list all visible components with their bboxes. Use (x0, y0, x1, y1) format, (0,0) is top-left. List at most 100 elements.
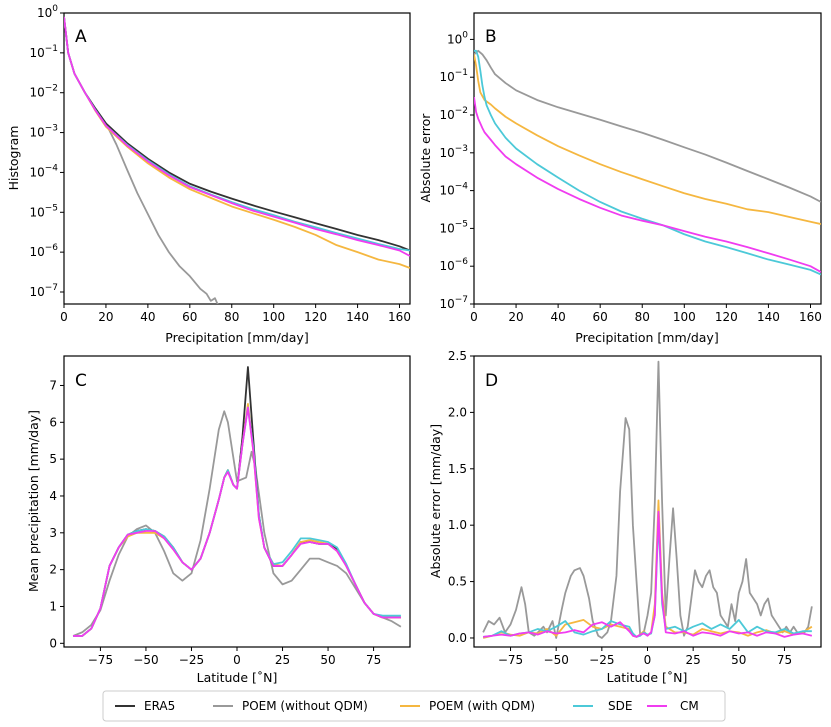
panel-d-xtick-label: −75 (498, 653, 523, 667)
panel-b-ytick-label: 10−1 (439, 68, 468, 84)
panel-c-ytick-label: 7 (49, 378, 57, 392)
panel-d-xtick-label: 25 (686, 653, 701, 667)
panel-c-ytick-label: 2 (49, 563, 57, 577)
panel-a-series-cm (64, 16, 410, 257)
panel-d-ylabel: Absolute error [mm/day] (428, 424, 443, 578)
panel-b-ytick-label: 10−7 (439, 295, 468, 311)
panel-c-ytick-label: 5 (49, 452, 57, 466)
panel-c-xlabel: Latitude [˚N] (197, 670, 278, 685)
panel-d-series-poem-without-qdm (482, 360, 813, 639)
panel-a-series-poem-without-qdm (64, 16, 219, 304)
panel-a-xtick-label: 100 (262, 310, 285, 324)
panel-d-xtick-label: −25 (589, 653, 614, 667)
panel-b-series-cm (474, 96, 821, 273)
panel-a-ytick-label: 10−4 (29, 163, 58, 179)
panel-c-ylabel: Mean precipitation [mm/day] (26, 410, 41, 592)
panel-b-xtick-label: 80 (635, 310, 650, 324)
panel-c-series-poem-without-qdm (72, 410, 402, 637)
legend-label-cm: CM (680, 699, 699, 713)
panel-a-xtick-label: 0 (60, 310, 68, 324)
panel-b-xtick-label: 120 (715, 310, 738, 324)
panel-b-ytick-label: 10−5 (439, 219, 468, 235)
panel-d-xtick-label: 50 (731, 653, 746, 667)
panel-d-xlabel: Latitude [˚N] (607, 670, 688, 685)
panel-a-xtick-label: 120 (304, 310, 327, 324)
panel-c-xtick-label: −25 (179, 653, 204, 667)
panel-c-xtick-label: −75 (88, 653, 113, 667)
panel-b-label: B (485, 27, 497, 47)
panel-d-ytick-label: 1.0 (448, 518, 467, 532)
panel-d-xtick-label: 0 (644, 653, 652, 667)
panel-c-series-sde (73, 406, 401, 637)
panel-b-ytick-label: 10−6 (439, 257, 468, 273)
panel-a-frame (63, 12, 411, 305)
panel-c-series-era5 (73, 366, 401, 637)
panel-a-xtick-label: 40 (140, 310, 155, 324)
panel-b-xtick-label: 140 (757, 310, 780, 324)
panel-b-xtick-label: 160 (799, 310, 822, 324)
panel-a-xtick-label: 160 (388, 310, 411, 324)
panel-d-ytick-label: 0.0 (448, 631, 467, 645)
panel-d: D Latitude [˚N] Absolute error [mm/day] … (428, 349, 822, 685)
panel-b-xtick-label: 20 (508, 310, 523, 324)
panel-b-series-poem-with-qdm (474, 54, 821, 225)
panel-a-label: A (75, 27, 87, 47)
panel-a-ytick-label: 10−2 (29, 84, 58, 100)
panel-c-label: C (75, 371, 87, 391)
panel-c-xtick-label: 50 (320, 653, 335, 667)
panel-d-ytick-label: 0.5 (448, 575, 467, 589)
panel-a-xtick-label: 20 (98, 310, 113, 324)
panel-a-xlabel: Precipitation [mm/day] (165, 330, 308, 345)
panel-a-xtick-label: 80 (224, 310, 239, 324)
panel-b-series-poem-without-qdm (474, 49, 821, 203)
panel-b-frame (473, 12, 822, 305)
panel-a-xtick-label: 140 (346, 310, 369, 324)
panel-b-ytick-label: 10−2 (439, 106, 468, 122)
panel-b-xtick-label: 40 (550, 310, 565, 324)
panel-a-ylabel: Histogram (6, 126, 21, 191)
panel-d-series-cm (483, 510, 813, 638)
panel-d-ytick-label: 2.0 (448, 405, 467, 419)
panel-b: B Precipitation [mm/day] Absolute error … (418, 12, 822, 345)
legend-label-sde: SDE (608, 699, 632, 713)
panel-c-ytick-label: 0 (49, 636, 57, 650)
panel-b-series-sde (474, 49, 821, 276)
panel-b-ylabel: Absolute error (418, 113, 433, 203)
panel-c: C Latitude [˚N] Mean precipitation [mm/d… (26, 355, 411, 685)
panel-b-xtick-label: 60 (593, 310, 608, 324)
panel-c-frame (63, 355, 411, 648)
panel-c-xtick-label: 75 (366, 653, 381, 667)
panel-c-ytick-label: 3 (49, 526, 57, 540)
panel-a-ytick-label: 10−1 (29, 44, 58, 60)
panel-c-ytick-label: 4 (49, 489, 57, 503)
panel-c-xtick-label: 0 (233, 653, 241, 667)
panel-c-ytick-label: 1 (49, 599, 57, 613)
panel-d-xtick-label: 75 (777, 653, 792, 667)
panel-d-xtick-label: −50 (544, 653, 569, 667)
panel-c-xtick-label: 25 (275, 653, 290, 667)
panel-a-ytick-label: 100 (37, 4, 58, 20)
panel-b-ytick-label: 10−3 (439, 144, 468, 160)
legend: ERA5 POEM (without QDM) POEM (with QDM) … (102, 690, 726, 722)
panel-b-ytick-label: 100 (447, 30, 468, 46)
panel-b-ytick-label: 10−4 (439, 182, 468, 198)
panel-c-series-poem-with-qdm (73, 402, 401, 637)
panel-a: A Precipitation [mm/day] Histogram 0 20 40… (6, 4, 411, 345)
panel-a-ytick-label: 10−5 (29, 203, 58, 219)
panel-c-xtick-label: −50 (133, 653, 158, 667)
panel-b-xlabel: Precipitation [mm/day] (575, 330, 718, 345)
panel-d-label: D (485, 371, 498, 391)
legend-label-era5: ERA5 (144, 699, 175, 713)
panel-d-ytick-label: 1.5 (448, 462, 467, 476)
panel-c-ytick-label: 6 (49, 415, 57, 429)
legend-label-poem-without-qdm: POEM (without QDM) (242, 699, 368, 713)
panel-a-series-sde (64, 16, 410, 252)
panel-a-xtick-label: 60 (182, 310, 197, 324)
panel-d-ytick-label: 2.5 (448, 349, 467, 363)
panel-a-ytick-label: 10−6 (29, 243, 58, 259)
panel-b-xtick-label: 100 (673, 310, 696, 324)
panel-b-xtick-label: 0 (470, 310, 478, 324)
panel-c-series-cm (73, 406, 401, 637)
panel-a-ytick-label: 10−7 (29, 283, 58, 299)
